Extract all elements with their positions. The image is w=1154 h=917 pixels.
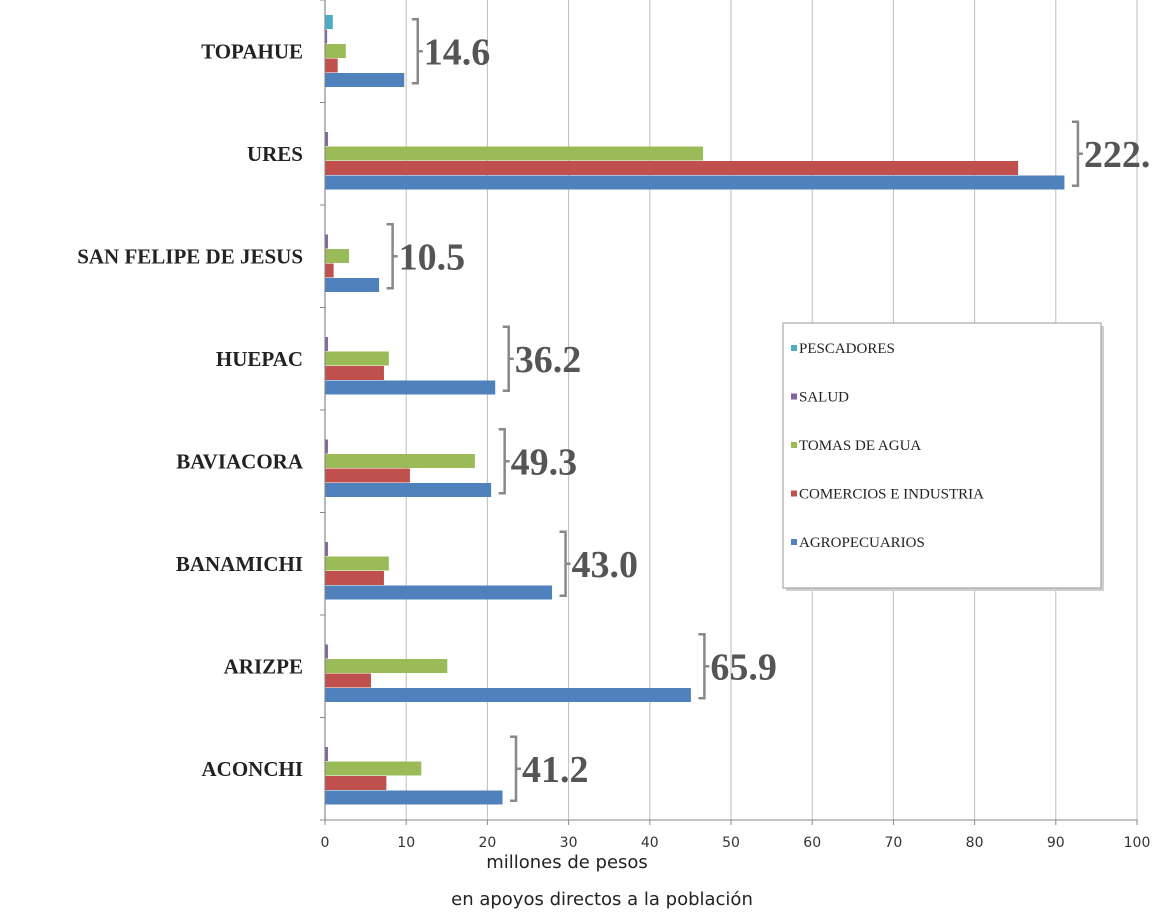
legend-swatch	[791, 393, 797, 400]
bar-salud	[325, 234, 328, 249]
x-tick-label: 90	[1047, 835, 1065, 851]
bar-agropecuarios	[325, 688, 691, 702]
total-bracket	[559, 530, 571, 597]
category-label: ACONCHI	[201, 757, 303, 781]
bar-salud	[325, 644, 328, 659]
bar-comercios-e-industria	[325, 468, 410, 483]
total-bracket	[698, 633, 710, 700]
category-label: ARIZPE	[224, 654, 303, 678]
bar-tomas-de-agua	[325, 249, 350, 263]
legend-label: SALUD	[799, 390, 849, 406]
bar-agropecuarios	[325, 585, 553, 600]
total-label: 222.	[1084, 134, 1151, 176]
legend: PESCADORES SALUD TOMAS DE AGUA COMERCIOS E …	[782, 322, 1104, 591]
x-tick-label: 70	[884, 835, 902, 851]
bars	[325, 15, 1065, 805]
legend-label: PESCADORES	[799, 341, 895, 357]
bar-salud	[325, 542, 328, 556]
x-tick-label: 20	[478, 835, 496, 851]
total-label: 65.9	[710, 646, 777, 688]
legend-swatch	[791, 490, 797, 497]
x-axis-label: millones de pesos	[486, 852, 648, 873]
total-label: 10.5	[399, 236, 466, 278]
bar-agropecuarios	[325, 790, 503, 805]
bar-comercios-e-industria	[325, 161, 1019, 175]
bar-tomas-de-agua	[325, 659, 448, 673]
total-label: 14.6	[424, 31, 491, 73]
bar-pescadores	[325, 15, 333, 29]
x-tick-labels: 0 10 20 30 40 50 60 70 80 90 100	[321, 835, 1151, 851]
legend-swatch	[791, 345, 797, 351]
bar-tomas-de-agua	[325, 454, 475, 468]
bar-agropecuarios	[325, 73, 405, 87]
bar-tomas-de-agua	[325, 146, 704, 161]
total-label: 41.2	[522, 749, 589, 791]
bar-tomas-de-agua	[325, 351, 389, 366]
category-label: URES	[247, 142, 303, 166]
category-label: HUEPAC	[216, 347, 303, 371]
bar-tomas-de-agua	[325, 556, 389, 571]
category-label: TOPAHUE	[201, 39, 303, 63]
total-label: 36.2	[515, 339, 582, 381]
bar-agropecuarios	[325, 175, 1065, 190]
total-bracket	[498, 428, 510, 495]
total-bracket	[510, 735, 522, 802]
x-tick-label: 80	[966, 835, 984, 851]
category-labels: TOPAHUE URES SAN FELIPE DE JESUS HUEPAC BAVI…	[77, 39, 304, 781]
x-tick-label: 60	[803, 835, 821, 851]
legend-swatch	[791, 442, 797, 448]
total-annotations: 14.6 222. 10.5 36.2 49.3 43.0 65.9 41.2	[386, 18, 1151, 802]
chart-subtitle: en apoyos directos a la población	[451, 889, 753, 910]
bar-comercios-e-industria	[325, 776, 387, 790]
legend-label: AGROPECUARIOS	[799, 535, 925, 551]
total-bracket	[411, 18, 423, 85]
category-label: BANAMICHI	[176, 552, 303, 576]
legend-swatch	[791, 539, 797, 545]
bar-comercios-e-industria	[325, 673, 371, 688]
x-tick-label: 10	[397, 835, 415, 851]
category-label: SAN FELIPE DE JESUS	[77, 244, 303, 268]
bar-comercios-e-industria	[325, 58, 338, 73]
bar-comercios-e-industria	[325, 366, 384, 380]
bar-tomas-de-agua	[325, 44, 346, 58]
bar-agropecuarios	[325, 278, 380, 292]
bar-salud	[325, 747, 328, 761]
total-bracket	[386, 223, 398, 290]
x-tick-label: 50	[722, 835, 740, 851]
bar-agropecuarios	[325, 483, 492, 497]
bar-salud	[325, 337, 328, 351]
bar-agropecuarios	[325, 380, 496, 395]
total-label: 49.3	[511, 441, 578, 483]
bar-salud	[325, 439, 328, 454]
bar-salud	[325, 132, 328, 146]
bar-salud	[325, 29, 328, 44]
legend-label: COMERCIOS E INDUSTRIA	[799, 487, 984, 503]
x-tick-label: 0	[321, 835, 330, 851]
category-label: BAVIACORA	[176, 449, 304, 473]
total-bracket	[1071, 120, 1083, 187]
x-tick-label: 40	[641, 835, 659, 851]
bar-comercios-e-industria	[325, 571, 384, 585]
legend-label: TOMAS DE AGUA	[799, 438, 921, 454]
total-bracket	[502, 325, 514, 392]
total-label: 43.0	[572, 544, 639, 586]
bar-tomas-de-agua	[325, 761, 422, 776]
legend-box	[782, 322, 1102, 589]
x-tick-label: 30	[560, 835, 578, 851]
bar-comercios-e-industria	[325, 263, 334, 278]
x-tick-label: 100	[1124, 835, 1151, 851]
